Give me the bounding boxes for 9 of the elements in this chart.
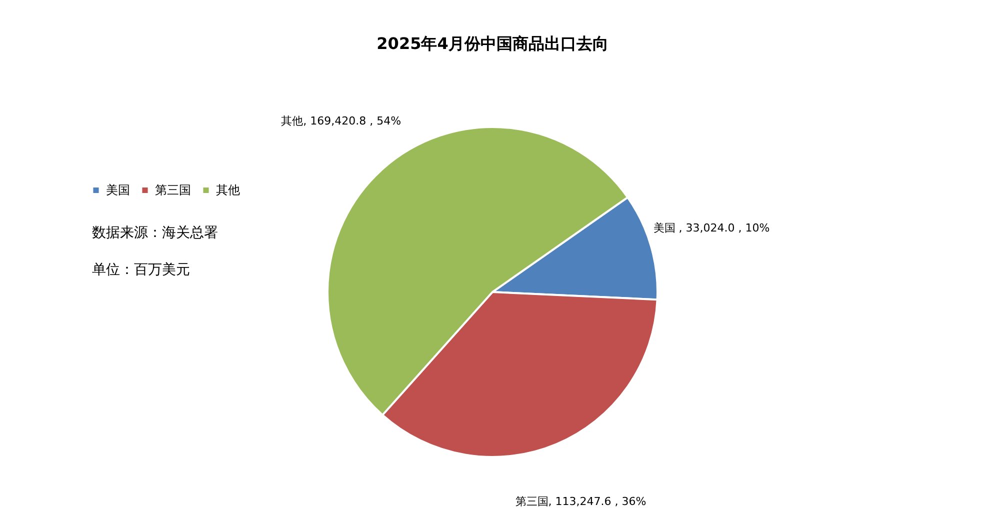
data-label: 第三国, 113,247.6 , 36% <box>515 495 646 508</box>
legend-label: 其他 <box>216 183 240 198</box>
source-note: 数据来源：海关总署 <box>92 224 218 243</box>
data-label: 美国 , 33,024.0 , 10% <box>653 222 770 235</box>
legend-label: 第三国 <box>155 183 191 198</box>
legend-label: 美国 <box>106 183 130 198</box>
data-label: 其他, 169,420.8 , 54% <box>281 114 402 128</box>
text: 单位：百万美元 <box>92 261 191 280</box>
chart-title: 2025年4月份中国商品出口去向 <box>376 34 608 53</box>
